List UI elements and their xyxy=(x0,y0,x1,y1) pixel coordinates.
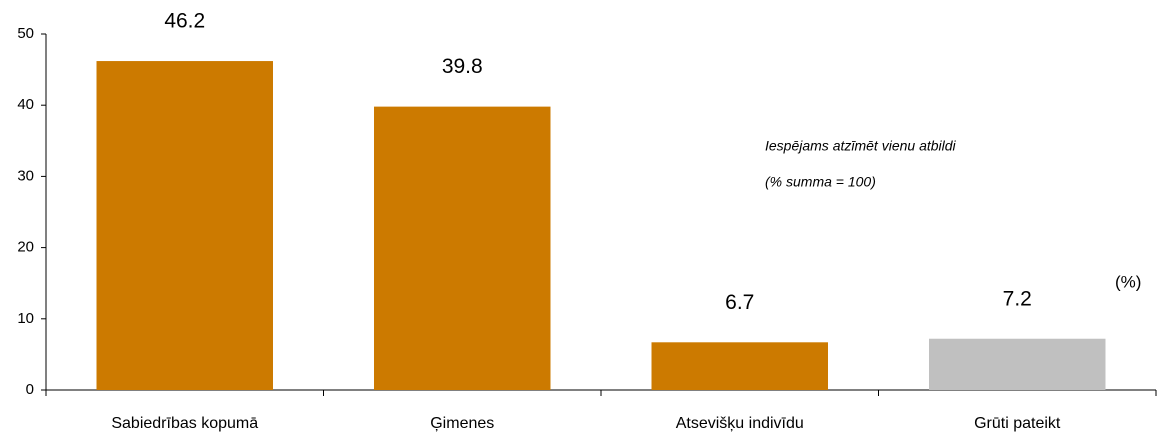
y-tick-label: 20 xyxy=(17,239,34,256)
annotation: Iespējams atzīmēt vienu atbildi xyxy=(765,138,957,154)
annotation: (% summa = 100) xyxy=(765,174,876,190)
value-label: 6.7 xyxy=(725,291,754,314)
unit-label: (%) xyxy=(1115,272,1141,291)
x-tick-label: Ģimenes xyxy=(430,415,494,432)
y-tick-label: 0 xyxy=(26,381,34,398)
y-tick-label: 40 xyxy=(17,96,34,113)
y-tick-label: 10 xyxy=(17,310,34,327)
x-tick-label: Atsevišķu indivīdu xyxy=(676,415,804,432)
y-tick-label: 50 xyxy=(17,25,34,42)
value-label: 46.2 xyxy=(164,10,205,33)
x-tick-label: Grūti pateikt xyxy=(974,415,1061,432)
bar xyxy=(374,106,551,391)
value-label: 7.2 xyxy=(1003,287,1032,310)
y-tick-label: 30 xyxy=(17,167,34,184)
bar xyxy=(651,342,828,390)
value-label: 39.8 xyxy=(442,55,483,78)
bar xyxy=(96,61,273,390)
x-tick-label: Sabiedrības kopumā xyxy=(111,415,258,432)
bar xyxy=(929,338,1106,390)
